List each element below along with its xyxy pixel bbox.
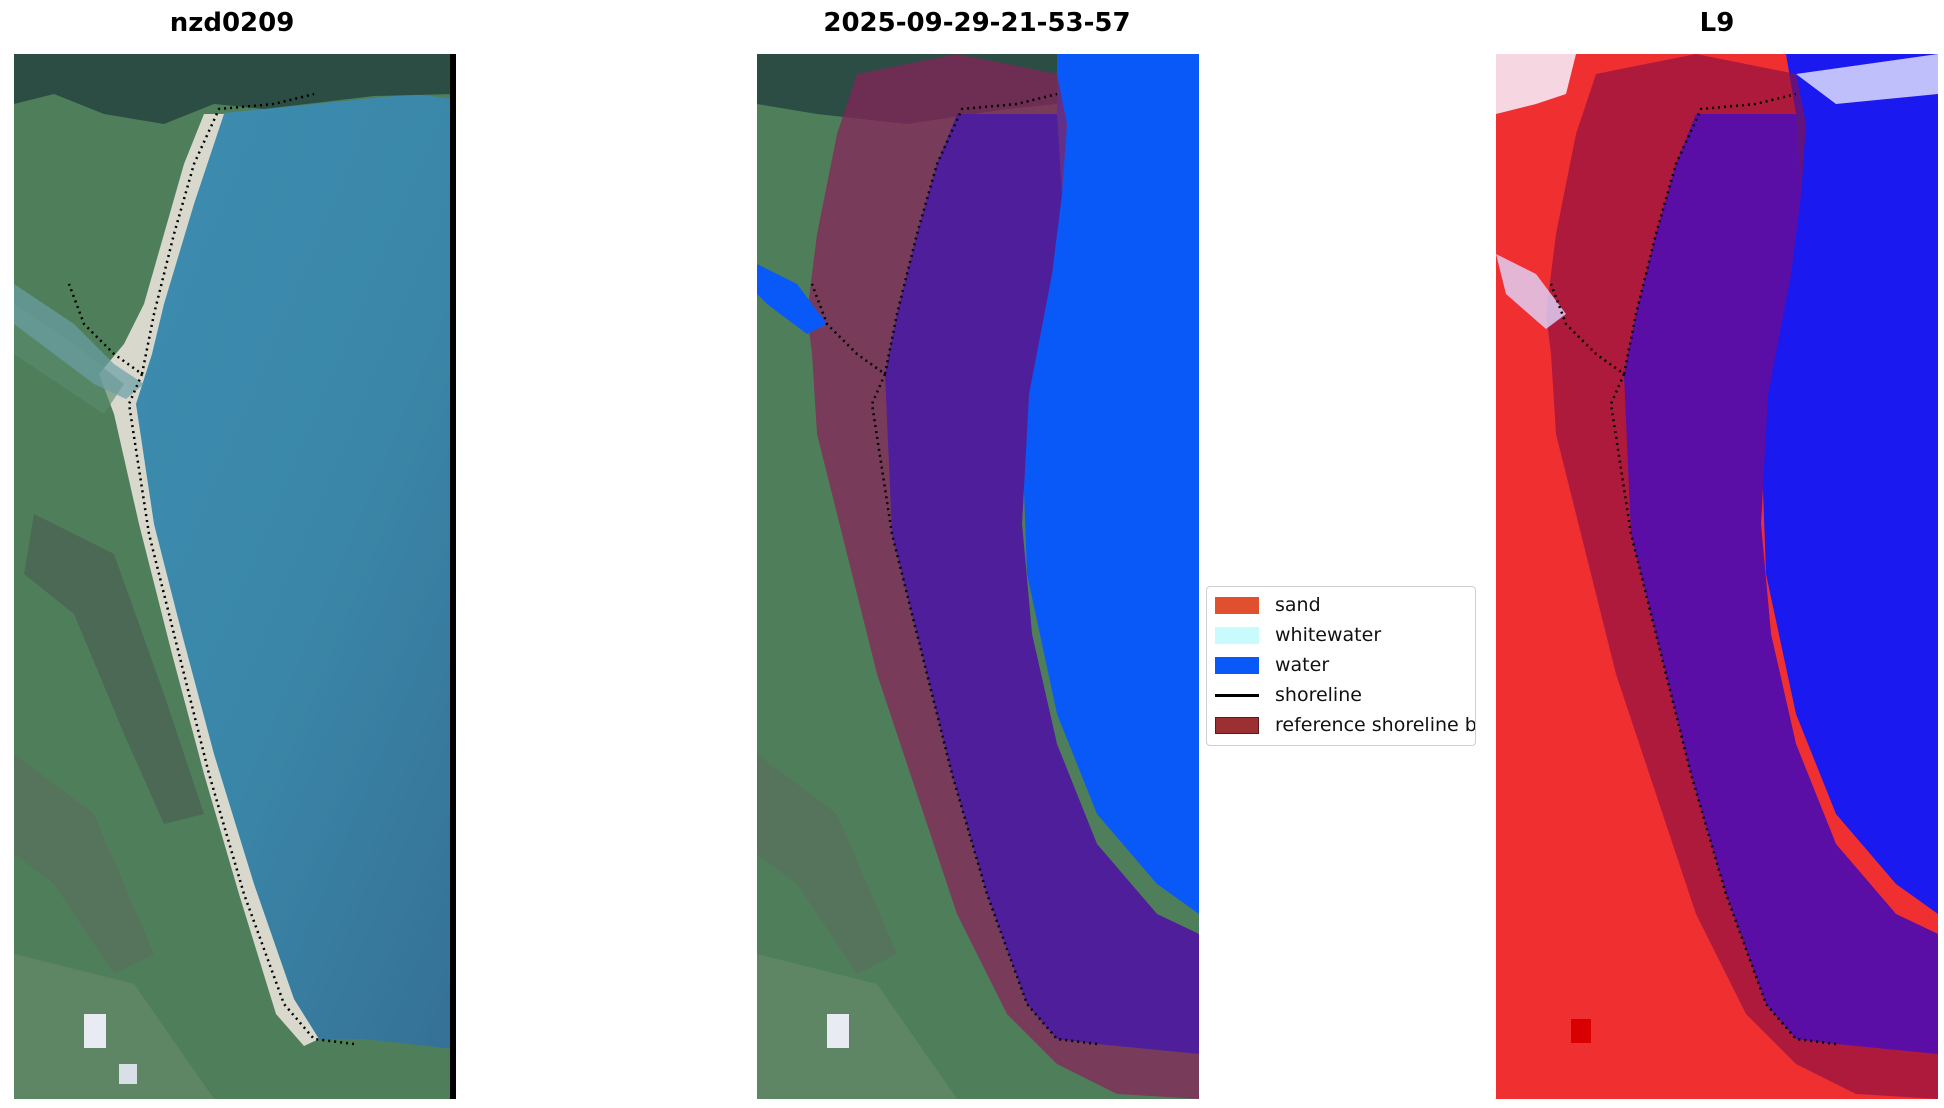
legend-label: whitewater: [1275, 624, 1382, 646]
legend-item-sand: sand: [1215, 593, 1321, 617]
legend-item-reference-buffer: reference shoreline b: [1215, 713, 1476, 737]
water-swatch: [1215, 656, 1259, 674]
legend-label: water: [1275, 654, 1330, 676]
panel-title-1: nzd0209: [169, 8, 295, 38]
legend-label: sand: [1275, 594, 1321, 616]
legend: sand whitewater water shoreline referenc…: [1206, 586, 1476, 746]
classified-image-panel: [757, 54, 1199, 1099]
reference-buffer-swatch: [1215, 716, 1259, 734]
legend-item-whitewater: whitewater: [1215, 623, 1381, 647]
satellite-image-panel: [14, 54, 456, 1099]
legend-label: shoreline: [1275, 684, 1362, 706]
legend-item-water: water: [1215, 653, 1329, 677]
whitewater-swatch: [1215, 626, 1259, 644]
l9-index-panel: [1496, 54, 1938, 1099]
legend-label: reference shoreline b: [1275, 714, 1476, 736]
sand-swatch: [1215, 596, 1259, 614]
legend-item-shoreline: shoreline: [1215, 683, 1362, 707]
panel-title-2: 2025-09-29-21-53-57: [823, 8, 1131, 38]
panel-title-3: L9: [1699, 8, 1735, 38]
shoreline-line: [1215, 693, 1259, 697]
